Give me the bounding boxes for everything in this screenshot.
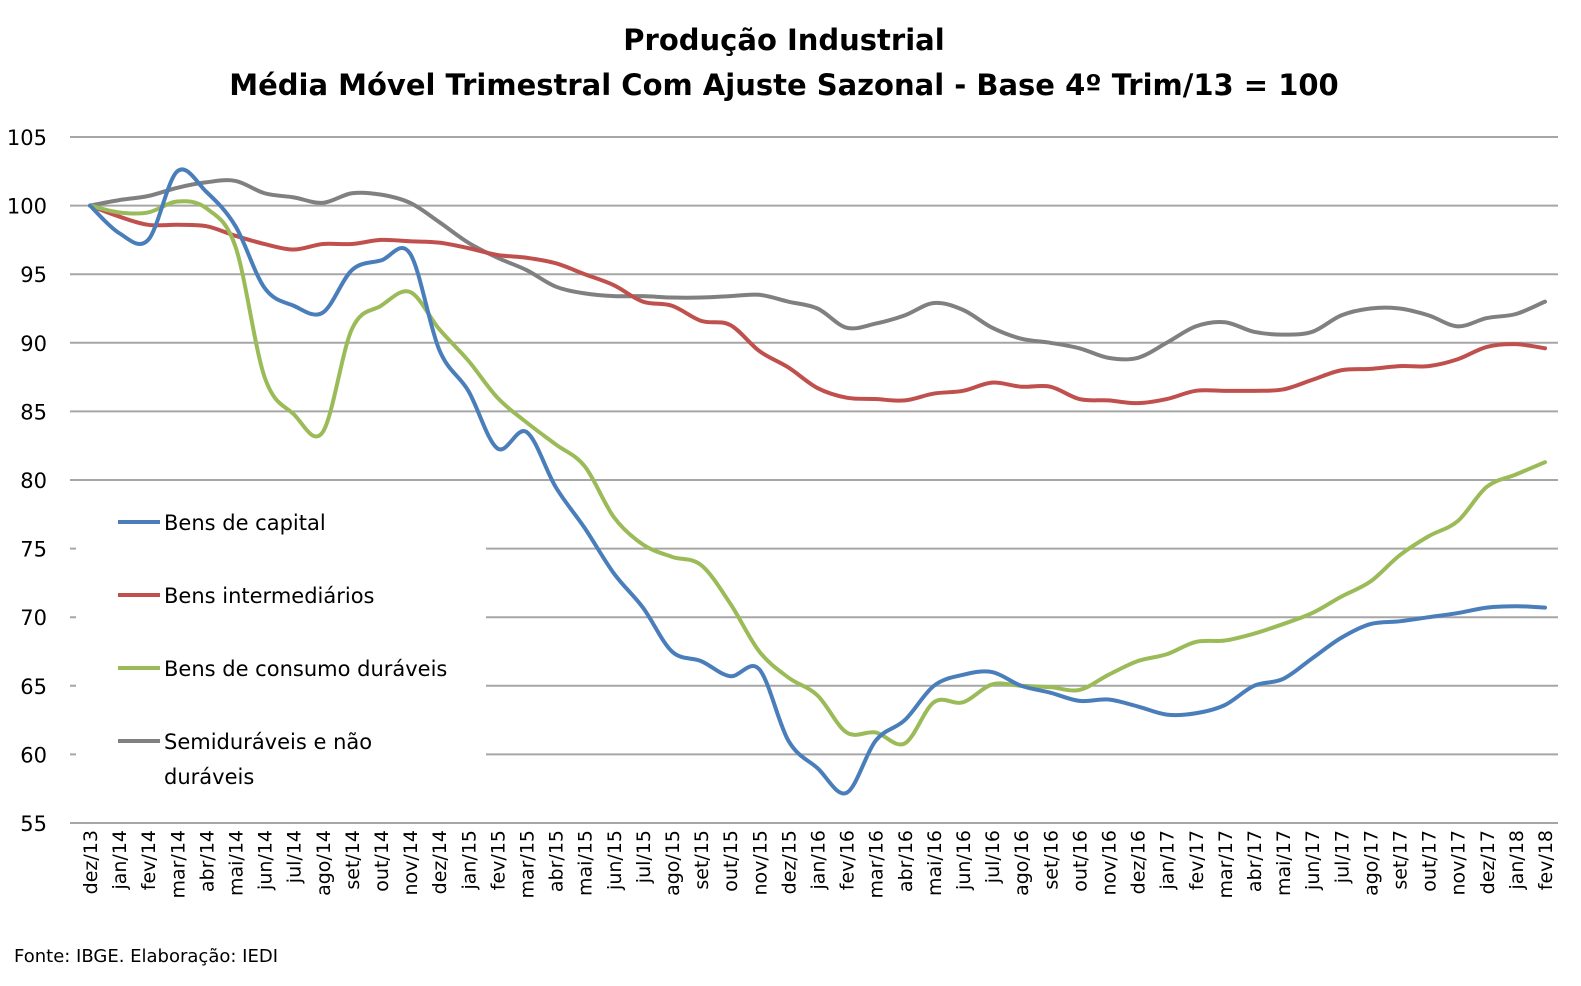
legend-label-bens-de-capital: Bens de capital	[164, 511, 326, 535]
x-tick-label: set/15	[691, 830, 713, 890]
legend-label-semiduraveis-line1: Semiduráveis e não	[164, 730, 372, 754]
series-line-bens-de-consumo-dur-veis	[88, 199, 1547, 747]
series-lines	[88, 167, 1547, 796]
x-tick-label: mar/16	[866, 830, 888, 899]
x-tick-label: jul/15	[633, 830, 655, 884]
x-axis-ticks: dez/13 jan/14 fev/14 mar/14 abr/14 mai/14 jun/…	[80, 830, 1557, 899]
x-tick-label: jan/15	[458, 830, 480, 891]
x-tick-label: mai/17	[1273, 830, 1295, 896]
x-tick-label: jan/18	[1506, 830, 1528, 891]
legend-background	[76, 488, 486, 806]
x-tick-label: jan/16	[808, 830, 830, 891]
x-tick-label: nov/17	[1448, 830, 1470, 896]
x-tick-label: dez/14	[429, 830, 451, 894]
x-tick-label: out/17	[1419, 830, 1441, 892]
x-tick-label: mai/15	[575, 830, 597, 896]
x-tick-label: out/15	[720, 830, 742, 892]
series-line-bens-de-capital	[88, 167, 1547, 796]
x-tick-label: jan/14	[109, 830, 131, 891]
x-tick-label: abr/16	[895, 830, 917, 892]
chart-title: Produção Industrial	[623, 23, 944, 57]
legend-label-semiduraveis-line2: duráveis	[164, 765, 254, 789]
y-tick-label: 90	[20, 332, 47, 356]
x-tick-label: fev/18	[1535, 830, 1557, 890]
x-tick-label: mai/14	[226, 830, 248, 896]
x-tick-label: dez/13	[80, 830, 102, 894]
legend: Bens de capital Bens intermediários Bens…	[118, 511, 447, 789]
legend-label-bens-intermediarios: Bens intermediários	[164, 584, 374, 608]
y-tick-label: 60	[20, 743, 47, 767]
x-tick-label: mar/14	[167, 830, 189, 899]
x-tick-label: dez/16	[1128, 830, 1150, 894]
x-tick-label: dez/17	[1477, 830, 1499, 894]
x-tick-label: out/14	[371, 830, 393, 892]
x-tick-label: jun/15	[604, 830, 626, 891]
x-tick-label: mai/16	[924, 830, 946, 896]
x-tick-label: mar/15	[517, 830, 539, 899]
source-note: Fonte: IBGE. Elaboração: IEDI	[14, 946, 278, 967]
x-tick-label: out/16	[1069, 830, 1091, 892]
x-tick-label: jul/16	[982, 830, 1004, 884]
x-tick-label: mar/17	[1215, 830, 1237, 899]
x-tick-label: abr/17	[1244, 830, 1266, 892]
x-tick-label: jul/14	[284, 830, 306, 884]
x-tick-label: fev/17	[1186, 830, 1208, 890]
x-tick-label: jul/17	[1331, 830, 1353, 884]
x-tick-label: ago/17	[1360, 830, 1382, 896]
x-tick-label: ago/15	[662, 830, 684, 896]
x-tick-label: ago/16	[1011, 830, 1033, 896]
x-tick-label: ago/14	[313, 830, 335, 896]
x-tick-label: nov/16	[1099, 830, 1121, 896]
x-tick-label: nov/15	[749, 830, 771, 896]
y-tick-label: 75	[20, 538, 47, 562]
y-tick-label: 95	[20, 263, 47, 287]
x-tick-label: fev/15	[487, 830, 509, 890]
y-axis-ticks: 55 60 65 70 75 80 85 90 95 100 105	[7, 126, 47, 836]
series-line-bens-intermedi-rios	[88, 203, 1547, 406]
y-tick-label: 55	[20, 812, 47, 836]
legend-label-bens-de-consumo-duraveis: Bens de consumo duráveis	[164, 657, 447, 681]
x-tick-label: abr/15	[546, 830, 568, 892]
y-tick-label: 70	[20, 606, 47, 630]
y-tick-label: 65	[20, 675, 47, 699]
chart-subtitle: Média Móvel Trimestral Com Ajuste Sazona…	[229, 68, 1338, 102]
y-tick-label: 105	[7, 126, 47, 150]
x-tick-label: jun/17	[1302, 830, 1324, 891]
x-tick-label: jan/17	[1157, 830, 1179, 891]
x-tick-label: set/14	[342, 830, 364, 890]
x-tick-label: fev/14	[138, 830, 160, 890]
x-tick-label: set/17	[1390, 830, 1412, 890]
x-tick-label: abr/14	[196, 830, 218, 892]
x-tick-label: jun/14	[255, 830, 277, 891]
x-tick-label: set/16	[1040, 830, 1062, 890]
x-tick-label: dez/15	[778, 830, 800, 894]
x-tick-label: nov/14	[400, 830, 422, 896]
x-tick-label: jun/16	[953, 830, 975, 891]
y-tick-label: 100	[7, 195, 47, 219]
x-tick-label: fev/16	[837, 830, 859, 890]
y-tick-label: 80	[20, 469, 47, 493]
series-line-semidur-veis-e-n-o-dur-veis	[88, 178, 1547, 362]
y-tick-label: 85	[20, 400, 47, 424]
